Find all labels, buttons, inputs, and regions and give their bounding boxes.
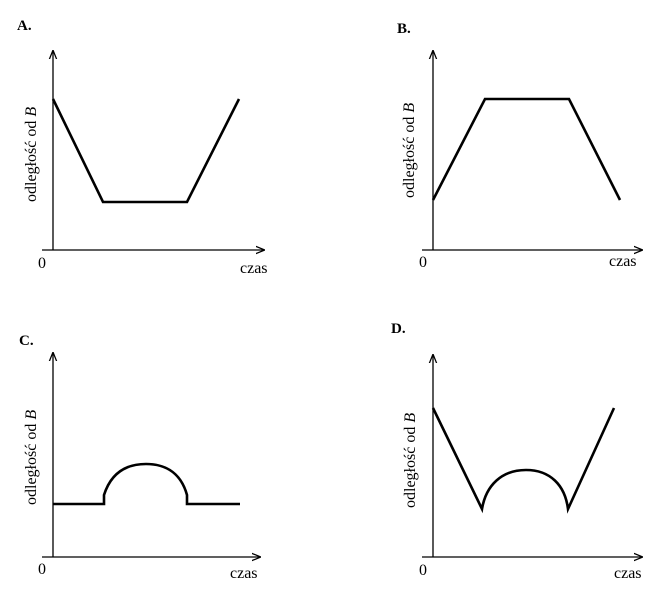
graph-line-d bbox=[431, 407, 616, 514]
panel-letter-b: B. bbox=[397, 21, 411, 37]
x-axis-label-d: czas bbox=[614, 565, 642, 582]
origin-label-d: 0 bbox=[419, 562, 427, 579]
x-axis-label-a: czas bbox=[240, 260, 268, 277]
x-axis-label-b: czas bbox=[609, 253, 637, 270]
panel-letter-d: D. bbox=[391, 321, 406, 337]
panel-letter-a: A. bbox=[17, 18, 32, 34]
origin-label-b: 0 bbox=[419, 254, 427, 271]
panel-c: C. 0 czas odległość od B bbox=[19, 333, 260, 582]
graph-line-b bbox=[431, 97, 622, 201]
panel-b: B. 0 czas odległość od B bbox=[397, 21, 642, 271]
y-axis-label-a: odległość od B bbox=[23, 107, 40, 202]
y-axis-label-c: odległość od B bbox=[23, 410, 40, 505]
y-axis-label-b: odległość od B bbox=[401, 103, 418, 198]
panel-letter-c: C. bbox=[19, 333, 34, 349]
origin-label-c: 0 bbox=[38, 561, 46, 578]
panel-a: A. 0 czas odległość od B bbox=[17, 18, 268, 277]
x-axis-label-c: czas bbox=[230, 565, 258, 582]
graph-line-a bbox=[51, 98, 241, 204]
panel-d: D. 0 czas odległość od B bbox=[391, 321, 642, 582]
y-axis-label-d: odległość od B bbox=[402, 413, 419, 508]
origin-label-a: 0 bbox=[38, 255, 46, 272]
graph-line-c bbox=[53, 462, 240, 506]
